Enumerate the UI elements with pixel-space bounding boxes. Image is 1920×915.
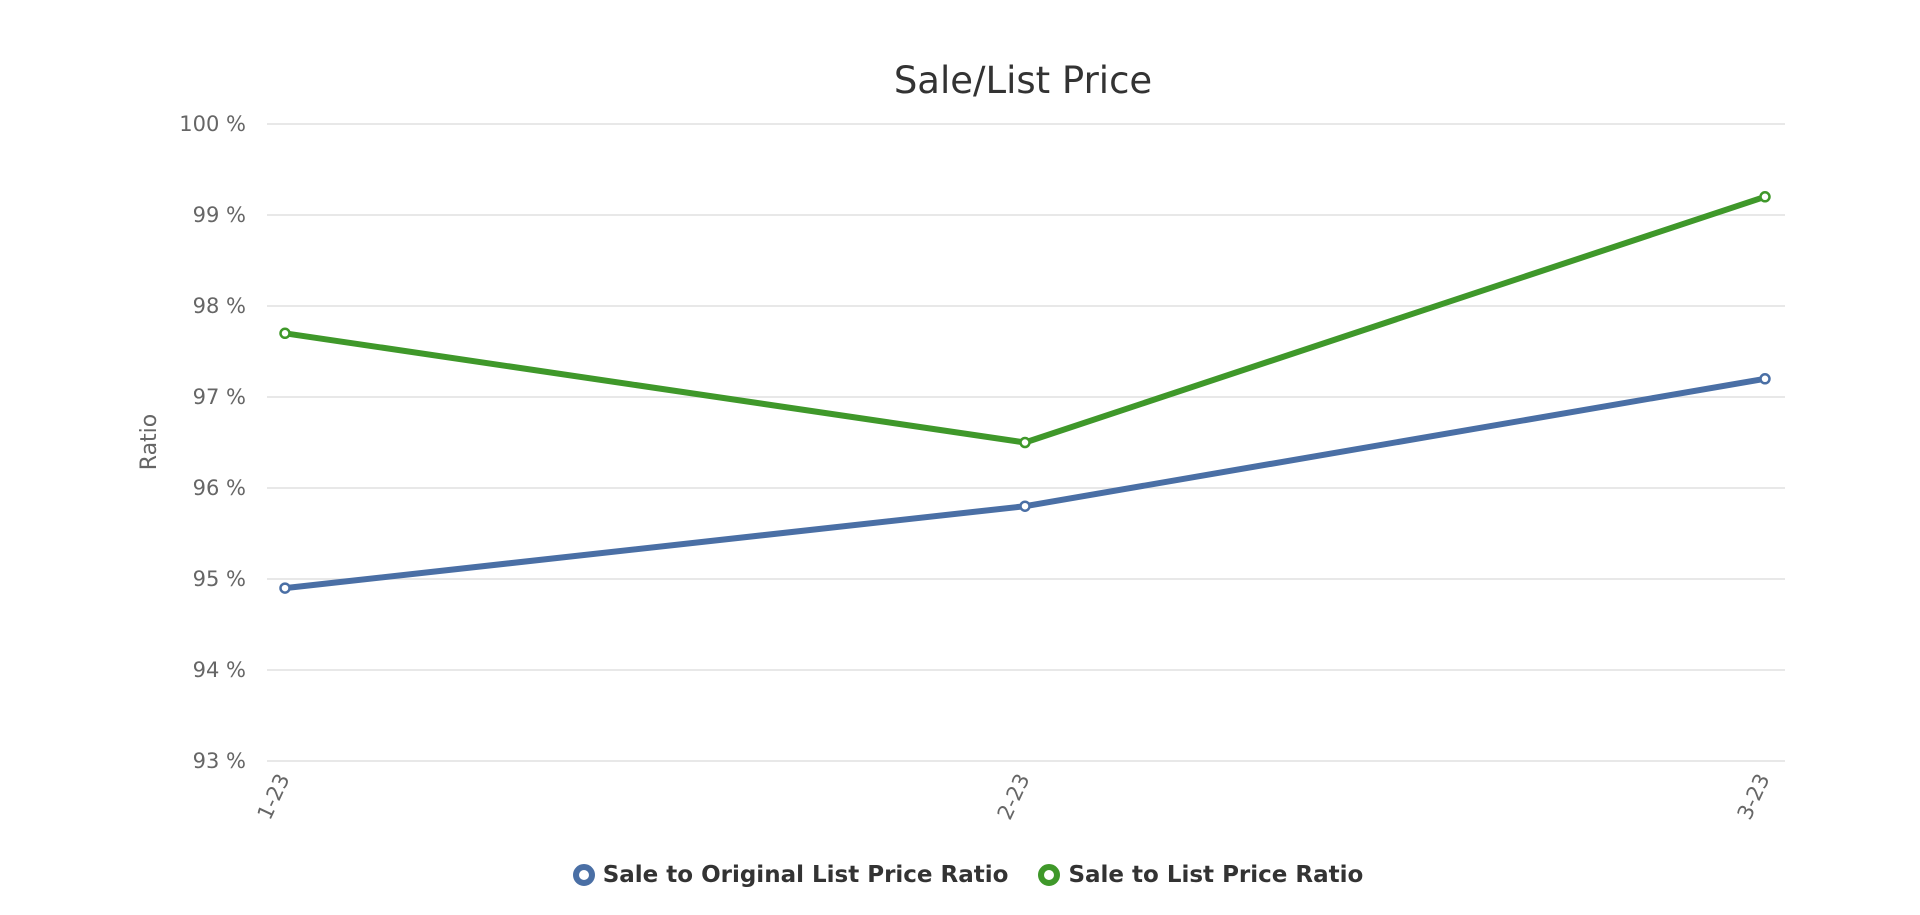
- y-tick-label: 97 %: [193, 385, 246, 409]
- series-points: [279, 191, 1771, 594]
- series-line: [282, 193, 1768, 446]
- data-point[interactable]: [1759, 373, 1771, 385]
- series-lines: [282, 193, 1768, 592]
- y-tick-label: 93 %: [193, 749, 246, 773]
- grid-lines: [267, 123, 1785, 762]
- x-tick-label: 1-23: [253, 770, 295, 823]
- x-tick-label: 2-23: [993, 770, 1035, 823]
- legend-marker-icon: [1038, 864, 1061, 886]
- data-point[interactable]: [1019, 436, 1031, 449]
- y-tick-label: 98 %: [193, 294, 246, 318]
- y-axis-ticks: 100 % 99 % 98 % 97 % 96 % 95 % 94 % 93 %: [179, 112, 246, 773]
- series-line: [282, 375, 1768, 592]
- legend-label: Sale to Original List Price Ratio: [602, 862, 1009, 888]
- legend-item[interactable]: Sale to Original List Price Ratio: [572, 862, 1009, 888]
- chart-legend: Sale to Original List Price Ratio Sale to…: [0, 855, 1920, 895]
- y-tick-label: 95 %: [193, 567, 246, 591]
- y-tick-label: 100 %: [179, 112, 246, 136]
- legend-label: Sale to List Price Ratio: [1068, 862, 1364, 888]
- y-tick-label: 96 %: [193, 476, 246, 500]
- x-axis-ticks: 1-23 2-23 3-23: [253, 770, 1775, 823]
- legend-marker-icon: [572, 864, 595, 886]
- data-point[interactable]: [279, 327, 291, 340]
- data-point[interactable]: [1759, 191, 1771, 203]
- chart-title: Sale/List Price: [894, 59, 1152, 102]
- y-tick-label: 94 %: [193, 658, 246, 682]
- data-point[interactable]: [1019, 500, 1031, 512]
- x-tick-label: 3-23: [1733, 770, 1775, 823]
- legend-item[interactable]: Sale to List Price Ratio: [1038, 862, 1363, 888]
- y-tick-label: 99 %: [193, 203, 246, 227]
- data-point[interactable]: [279, 582, 291, 594]
- y-axis-title: Ratio: [137, 414, 162, 470]
